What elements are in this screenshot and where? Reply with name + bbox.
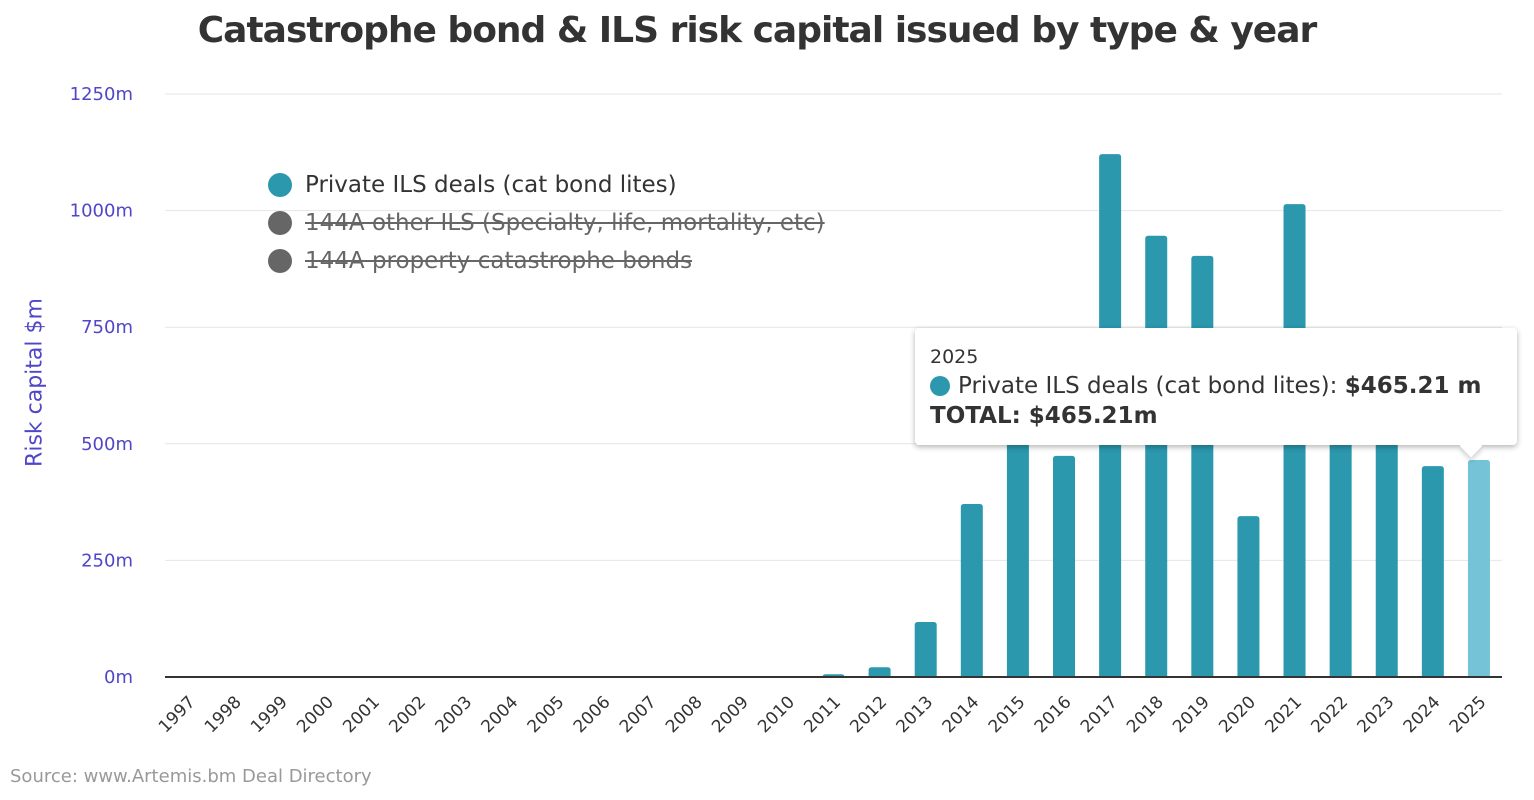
tooltip-series-label: Private ILS deals (cat bond lites): — [958, 373, 1345, 399]
legend-label: 144A other ILS (Specialty, life, mortali… — [305, 210, 825, 236]
x-tick-label: 2016 — [1031, 692, 1076, 737]
x-tick-label: 1998 — [201, 692, 246, 737]
x-tick-label: 2003 — [431, 692, 476, 737]
legend-item-144a-other[interactable]: 144A other ILS (Specialty, life, mortali… — [268, 210, 825, 236]
bar[interactable] — [1421, 466, 1444, 677]
bar[interactable] — [868, 667, 891, 677]
x-tick-label: 2017 — [1077, 692, 1122, 737]
x-tick-label: 2013 — [893, 692, 938, 737]
chart-title: Catastrophe bond & ILS risk capital issu… — [197, 10, 1318, 51]
tooltip-year: 2025 — [930, 346, 979, 368]
x-tick-label: 2011 — [800, 692, 845, 737]
bar[interactable] — [1375, 434, 1398, 677]
legend-dot-icon — [268, 173, 292, 197]
legend-label: Private ILS deals (cat bond lites) — [305, 172, 677, 198]
x-tick-label: 2009 — [708, 692, 753, 737]
y-tick-label: 1250m — [70, 84, 133, 105]
x-tick-label: 2015 — [985, 692, 1030, 737]
bar[interactable] — [1191, 255, 1214, 677]
tooltip-series-value: $465.21 m — [1344, 373, 1482, 399]
legend-item-private-ils[interactable]: Private ILS deals (cat bond lites) — [268, 172, 677, 198]
x-tick-label: 2001 — [339, 692, 384, 737]
series-dot-icon — [930, 376, 950, 396]
tooltip-series-row: Private ILS deals (cat bond lites): $465… — [930, 373, 1481, 399]
bar[interactable] — [960, 503, 983, 677]
tooltip-total: TOTAL: $465.21m — [930, 403, 1158, 429]
x-tick-label: 2012 — [846, 692, 891, 737]
y-tick-label: 750m — [81, 317, 133, 338]
x-tick-label: 2000 — [293, 692, 338, 737]
bar[interactable] — [1053, 455, 1076, 677]
legend-item-144a-property[interactable]: 144A property catastrophe bonds — [268, 248, 692, 274]
bar[interactable] — [1237, 516, 1260, 677]
legend-dot-icon — [268, 211, 292, 235]
bar[interactable] — [914, 621, 937, 677]
tooltip: 2025 Private ILS deals (cat bond lites):… — [915, 328, 1517, 458]
legend-label: 144A property catastrophe bonds — [305, 248, 693, 274]
x-tick-label: 2022 — [1307, 692, 1352, 737]
x-tick-label: 2005 — [524, 692, 569, 737]
y-axis-label: Risk capital $m — [22, 298, 48, 467]
x-tick-label: 1997 — [155, 692, 200, 737]
source-credit: Source: www.Artemis.bm Deal Directory — [10, 766, 372, 787]
x-tick-label: 2007 — [616, 692, 661, 737]
x-tick-label: 1999 — [247, 692, 292, 737]
x-tick-label: 2006 — [570, 692, 615, 737]
bar[interactable] — [1145, 235, 1168, 678]
x-tick-label: 2018 — [1123, 692, 1168, 737]
y-tick-label: 500m — [81, 434, 133, 455]
x-tick-label: 2024 — [1400, 692, 1445, 737]
x-tick-label: 2014 — [939, 692, 984, 737]
x-tick-label: 2004 — [478, 692, 523, 737]
x-tick-label: 2023 — [1354, 692, 1399, 737]
y-tick-label: 0m — [104, 667, 133, 688]
x-tick-label: 2025 — [1446, 692, 1491, 737]
x-tick-label: 2008 — [662, 692, 707, 737]
legend-dot-icon — [268, 249, 292, 273]
bar[interactable] — [1467, 460, 1490, 677]
x-tick-label: 2010 — [754, 692, 799, 737]
y-tick-label: 1000m — [70, 201, 133, 222]
bar[interactable] — [1329, 415, 1352, 677]
x-tick-label: 2020 — [1215, 692, 1260, 737]
y-tick-label: 250m — [81, 550, 133, 571]
bar[interactable] — [1006, 415, 1029, 677]
x-tick-label: 2021 — [1261, 692, 1306, 737]
x-tick-label: 2019 — [1169, 692, 1214, 737]
x-tick-label: 2002 — [385, 692, 430, 737]
